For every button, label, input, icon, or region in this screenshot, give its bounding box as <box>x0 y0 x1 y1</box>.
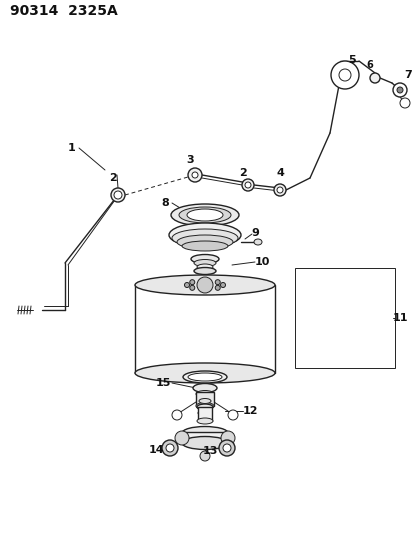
Ellipse shape <box>197 418 212 424</box>
Circle shape <box>218 440 235 456</box>
Circle shape <box>399 98 409 108</box>
Circle shape <box>330 61 358 89</box>
Ellipse shape <box>194 260 216 266</box>
Text: 4: 4 <box>275 168 283 178</box>
Ellipse shape <box>194 268 216 274</box>
Text: 3: 3 <box>186 155 193 165</box>
Ellipse shape <box>254 239 261 245</box>
Circle shape <box>221 431 235 445</box>
Text: 9: 9 <box>250 228 258 238</box>
Circle shape <box>220 282 225 287</box>
Circle shape <box>228 410 237 420</box>
Circle shape <box>171 410 182 420</box>
Text: 2: 2 <box>239 168 246 178</box>
Circle shape <box>369 73 379 83</box>
Text: 12: 12 <box>242 406 257 416</box>
Text: 13: 13 <box>202 446 217 456</box>
Ellipse shape <box>197 264 212 270</box>
Circle shape <box>114 191 122 199</box>
Text: 11: 11 <box>391 313 407 323</box>
Circle shape <box>184 282 189 287</box>
Ellipse shape <box>135 275 274 295</box>
Circle shape <box>244 182 250 188</box>
Ellipse shape <box>195 402 214 409</box>
Ellipse shape <box>171 204 238 226</box>
Ellipse shape <box>177 235 233 249</box>
Ellipse shape <box>199 399 211 403</box>
Circle shape <box>111 188 125 202</box>
Circle shape <box>161 440 178 456</box>
Circle shape <box>189 280 194 285</box>
Text: 1: 1 <box>68 143 76 153</box>
Ellipse shape <box>197 410 211 416</box>
Circle shape <box>188 168 202 182</box>
Ellipse shape <box>188 373 221 381</box>
Circle shape <box>197 277 212 293</box>
Ellipse shape <box>197 404 212 410</box>
Text: 14: 14 <box>149 445 164 455</box>
Circle shape <box>396 87 402 93</box>
Circle shape <box>166 444 173 452</box>
Circle shape <box>215 285 220 290</box>
Circle shape <box>189 285 194 290</box>
Circle shape <box>273 184 285 196</box>
Ellipse shape <box>182 437 228 449</box>
Text: 15: 15 <box>155 378 170 388</box>
Circle shape <box>202 279 207 284</box>
Text: 7: 7 <box>403 70 411 80</box>
Circle shape <box>276 187 282 193</box>
Ellipse shape <box>190 254 218 263</box>
Circle shape <box>242 179 254 191</box>
Text: 8: 8 <box>161 198 169 208</box>
Ellipse shape <box>195 391 214 398</box>
Circle shape <box>192 172 197 178</box>
Ellipse shape <box>182 426 228 440</box>
Circle shape <box>199 451 209 461</box>
Ellipse shape <box>171 229 237 247</box>
Circle shape <box>392 83 406 97</box>
Text: 10: 10 <box>254 257 269 267</box>
Ellipse shape <box>183 371 226 383</box>
Text: 6: 6 <box>366 60 373 70</box>
Bar <box>195 392 214 406</box>
Ellipse shape <box>187 209 223 221</box>
Ellipse shape <box>182 241 228 251</box>
Text: 90314  2325A: 90314 2325A <box>10 4 117 18</box>
Bar <box>197 407 211 421</box>
Circle shape <box>175 431 189 445</box>
Ellipse shape <box>178 207 230 223</box>
Circle shape <box>223 444 230 452</box>
Bar <box>294 268 394 368</box>
Text: 2: 2 <box>109 173 116 183</box>
Circle shape <box>338 69 350 81</box>
Circle shape <box>202 287 207 292</box>
Bar <box>182 432 228 443</box>
Circle shape <box>215 280 220 285</box>
Text: 5: 5 <box>347 55 355 65</box>
Ellipse shape <box>169 223 240 247</box>
Ellipse shape <box>135 363 274 383</box>
Ellipse shape <box>192 384 216 392</box>
